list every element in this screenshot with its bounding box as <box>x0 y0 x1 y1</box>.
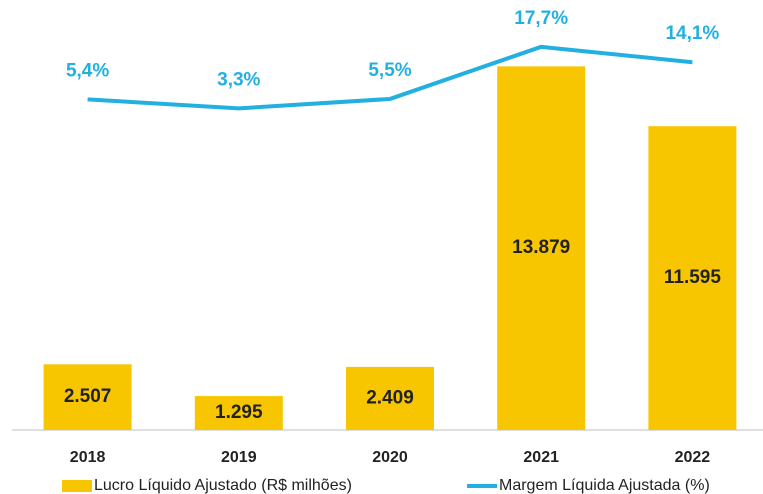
bar <box>497 66 586 430</box>
bar <box>346 366 434 430</box>
line-value-label: 5,4% <box>66 60 109 81</box>
bar <box>648 126 737 430</box>
bar-value-label: 2.409 <box>366 387 414 408</box>
x-tick-label: 2021 <box>523 449 559 466</box>
x-tick-label: 2020 <box>372 449 408 466</box>
line <box>87 44 693 111</box>
line-value-label: 14,1% <box>665 23 719 44</box>
x-tick-label: 2018 <box>70 449 106 466</box>
bar-value-label: 1.295 <box>215 402 263 423</box>
bar <box>43 364 132 430</box>
x-tick-label: 2019 <box>221 449 257 466</box>
legend-swatch <box>62 480 92 492</box>
bar-value-label: 11.595 <box>664 267 721 288</box>
line-value-label: 17,7% <box>514 8 568 29</box>
legend-label: Margem Líquida Ajustada (%) <box>499 477 710 494</box>
line-value-label: 5,5% <box>368 60 411 81</box>
line-value-label: 3,3% <box>217 69 260 90</box>
x-tick-label: 2022 <box>675 449 711 466</box>
bar-value-label: 2.507 <box>64 386 112 407</box>
bar <box>194 396 283 430</box>
legend-label: Lucro Líquido Ajustado (R$ milhões) <box>94 477 352 494</box>
bar-value-label: 13.879 <box>512 237 570 258</box>
